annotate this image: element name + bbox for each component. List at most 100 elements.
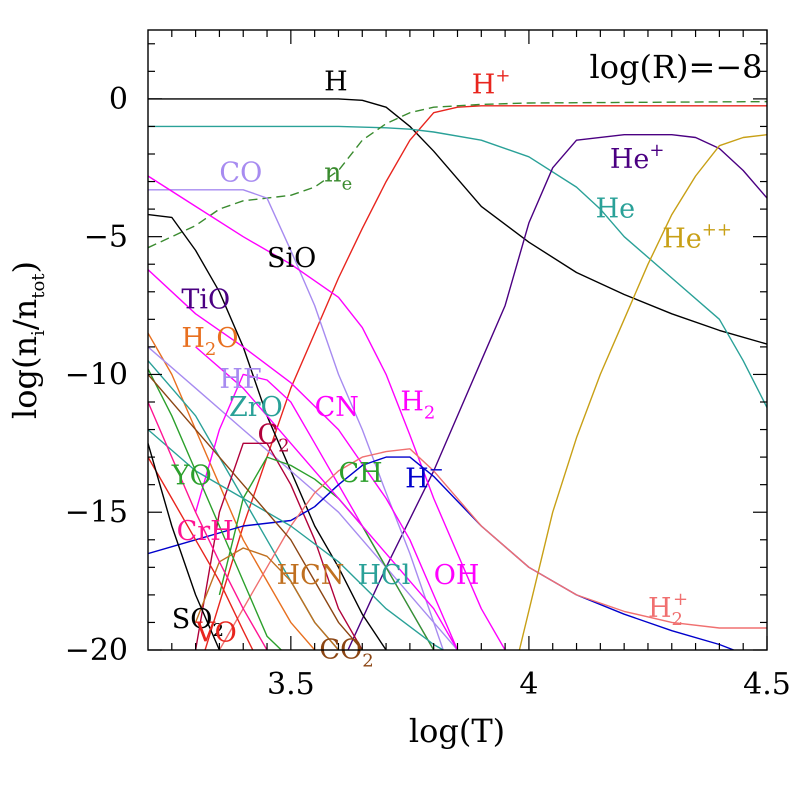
curve-label-subscript: 2 — [424, 402, 435, 423]
curve-label-h-minus: H− — [405, 459, 444, 494]
tick-labels: 3.5 4 4.5 0 −5 −10 −15 −20 — [65, 82, 791, 702]
curve-label-text: HCN — [277, 560, 345, 591]
curve-label-ch: CH — [338, 458, 382, 489]
curve-label-tio: TiO — [181, 284, 230, 315]
curve-label-h2o: H2O — [181, 323, 238, 360]
curve-label-text: SO — [172, 604, 213, 635]
curve-label-subscript: 2 — [212, 620, 223, 641]
series-line-oh — [195, 346, 459, 650]
y-axis-label: log(ni/ntot) — [6, 261, 49, 419]
curve-label-subscript: e — [342, 174, 353, 195]
series-line-h2 — [148, 175, 506, 650]
series-line-hf — [148, 346, 459, 650]
y-label-main: log(n — [6, 336, 44, 419]
curve-label-he-plus-plus: He++ — [662, 220, 732, 255]
curve-label-text: SiO — [267, 243, 316, 274]
x-axis-label: log(T) — [409, 712, 505, 750]
y-tick-label: −5 — [84, 220, 128, 255]
curve-label-text: He — [662, 224, 702, 255]
curve-label-superscript: − — [429, 459, 444, 480]
series-line-he-plus — [347, 134, 767, 650]
curve-label-subscript: 2 — [278, 435, 289, 456]
curve-label-hf: HF — [219, 364, 261, 395]
y-tick-label: −10 — [65, 357, 128, 392]
curve-label-text: He — [596, 193, 636, 224]
curve-label-text: H — [648, 593, 672, 624]
curve-label-text: VO — [195, 618, 237, 649]
curve-label-he-plus: He+ — [610, 140, 665, 175]
series-line-h2o — [148, 332, 316, 650]
y-label-slash: /n — [6, 299, 44, 330]
series-line-he — [148, 125, 767, 408]
curve-label-so2: SO2 — [172, 604, 224, 641]
x-tick-label: 4.5 — [743, 667, 791, 702]
curve-label-h2: H2 — [400, 386, 435, 423]
x-tick-label: 3.5 — [267, 667, 315, 702]
curve-label-h-plus: H+ — [472, 65, 511, 100]
curve-label-cn: CN — [315, 392, 359, 423]
series-line-so2 — [148, 443, 221, 650]
curve-label-superscript: ++ — [702, 220, 732, 241]
curve-label-subscript: 2 — [362, 650, 373, 671]
curve-label-crh: CrH — [177, 516, 234, 547]
curve-label-text: CO — [219, 158, 262, 189]
series-line-co2 — [148, 373, 363, 650]
curve-label-text: HF — [219, 364, 261, 395]
curve-label-subscript: 2 — [672, 609, 683, 630]
series-line-he-plus-plus — [518, 134, 767, 650]
curve-label-text: OH — [434, 560, 480, 591]
series-line-ch — [218, 456, 435, 650]
curve-label-superscript: + — [673, 589, 688, 610]
curve-label-text: H — [405, 463, 429, 494]
curve-label-c2: C2 — [258, 419, 290, 456]
curve-label-h2-plus: H2+ — [648, 589, 688, 630]
curve-label-superscript: + — [495, 65, 510, 86]
curve-label-text: ZrO — [229, 392, 283, 423]
curve-label-hcn: HCN — [277, 560, 345, 591]
chart-annotation: log(R)=−8 — [589, 48, 762, 86]
series-line-h-plus — [204, 105, 767, 650]
curve-label-text: CrH — [177, 516, 234, 547]
curve-label-text: TiO — [181, 284, 230, 315]
curve-label-text: CN — [315, 392, 359, 423]
curve-label-text: H — [324, 67, 348, 98]
series-layer — [148, 98, 767, 650]
curve-label-text: YO — [171, 461, 212, 492]
curve-label-hcl: HCl — [358, 560, 411, 591]
series-line-ne — [148, 100, 767, 249]
curve-label-h: H — [324, 67, 348, 98]
y-label-close: ) — [6, 261, 44, 273]
curve-label-tail: O — [216, 323, 238, 354]
series-line-yo — [148, 368, 282, 650]
curve-label-superscript: + — [649, 140, 664, 161]
curve-label-yo: YO — [171, 461, 212, 492]
curve-label-co: CO — [219, 158, 262, 189]
y-tick-label: 0 — [109, 82, 128, 117]
series-line-vo — [148, 456, 254, 650]
curve-label-text: H — [181, 323, 205, 354]
series-line-crh — [148, 401, 268, 650]
curve-label-sio: SiO — [267, 243, 316, 274]
series-line-c2 — [194, 442, 363, 650]
series-line-h — [148, 98, 767, 345]
curve-label-text: C — [258, 419, 279, 450]
curve-label-oh: OH — [434, 560, 480, 591]
curve-label-text: CH — [338, 458, 382, 489]
y-label-sub-tot: tot — [28, 273, 49, 299]
curve-label-subscript: 2 — [205, 339, 216, 360]
y-tick-label: −20 — [65, 633, 128, 668]
curve-label-text: H — [472, 69, 496, 100]
curve-label-text: HCl — [358, 560, 411, 591]
y-tick-label: −15 — [65, 495, 128, 530]
series-line-hcl — [148, 429, 444, 650]
x-tick-label: 4 — [519, 667, 538, 702]
series-line-h2-plus — [218, 448, 767, 650]
curve-label-zro: ZrO — [229, 392, 283, 423]
series-line-tio — [148, 269, 459, 650]
curve-label-text: n — [324, 158, 341, 189]
curve-label-co2: CO2 — [319, 634, 373, 671]
curve-label-he: He — [596, 193, 636, 224]
curve-label-text: H — [400, 386, 424, 417]
curve-label-vo: VO — [195, 618, 237, 649]
